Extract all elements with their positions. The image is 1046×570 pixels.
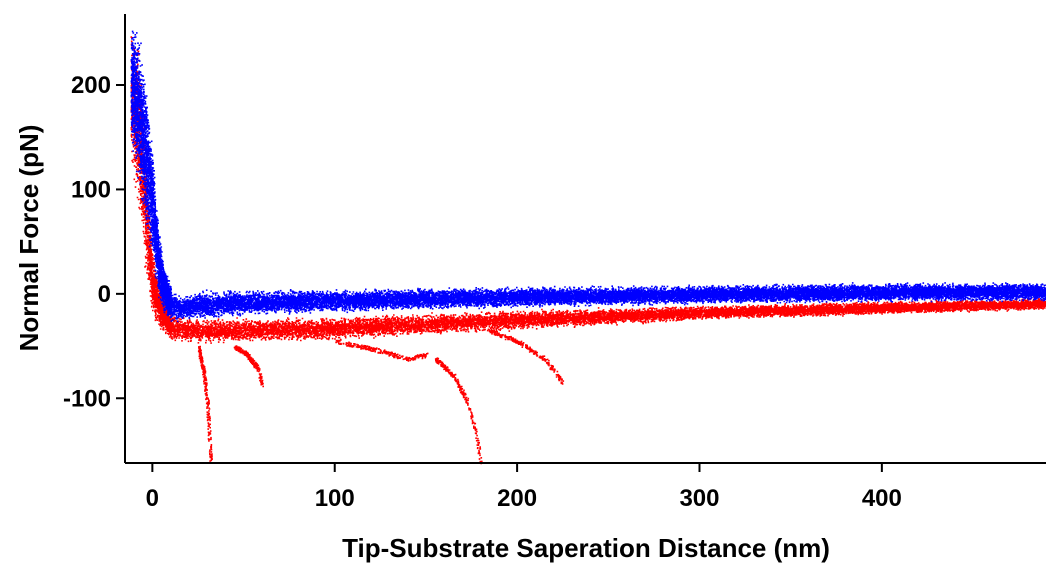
x-tick-label: 400	[862, 485, 902, 512]
x-tick-label: 0	[146, 485, 159, 512]
y-axis-ticks: 200 100 0 -100	[63, 72, 125, 412]
scatter-points	[130, 36, 1046, 465]
x-axis-ticks: 0 100 200 300 400	[146, 463, 902, 512]
red-scatter-series	[130, 36, 1046, 465]
scatter-points	[130, 30, 1046, 323]
x-tick-label: 100	[315, 485, 355, 512]
y-tick-label: 200	[71, 72, 111, 99]
blue-scatter-series	[130, 30, 1046, 323]
y-tick-label: 100	[71, 176, 111, 203]
x-tick-label: 200	[497, 485, 537, 512]
y-axis-title: Normal Force (pN)	[14, 125, 44, 352]
y-tick-label: 0	[98, 281, 111, 308]
y-tick-label: -100	[63, 385, 111, 412]
x-axis-title: Tip-Substrate Saperation Distance (nm)	[342, 533, 830, 563]
x-tick-label: 300	[679, 485, 719, 512]
